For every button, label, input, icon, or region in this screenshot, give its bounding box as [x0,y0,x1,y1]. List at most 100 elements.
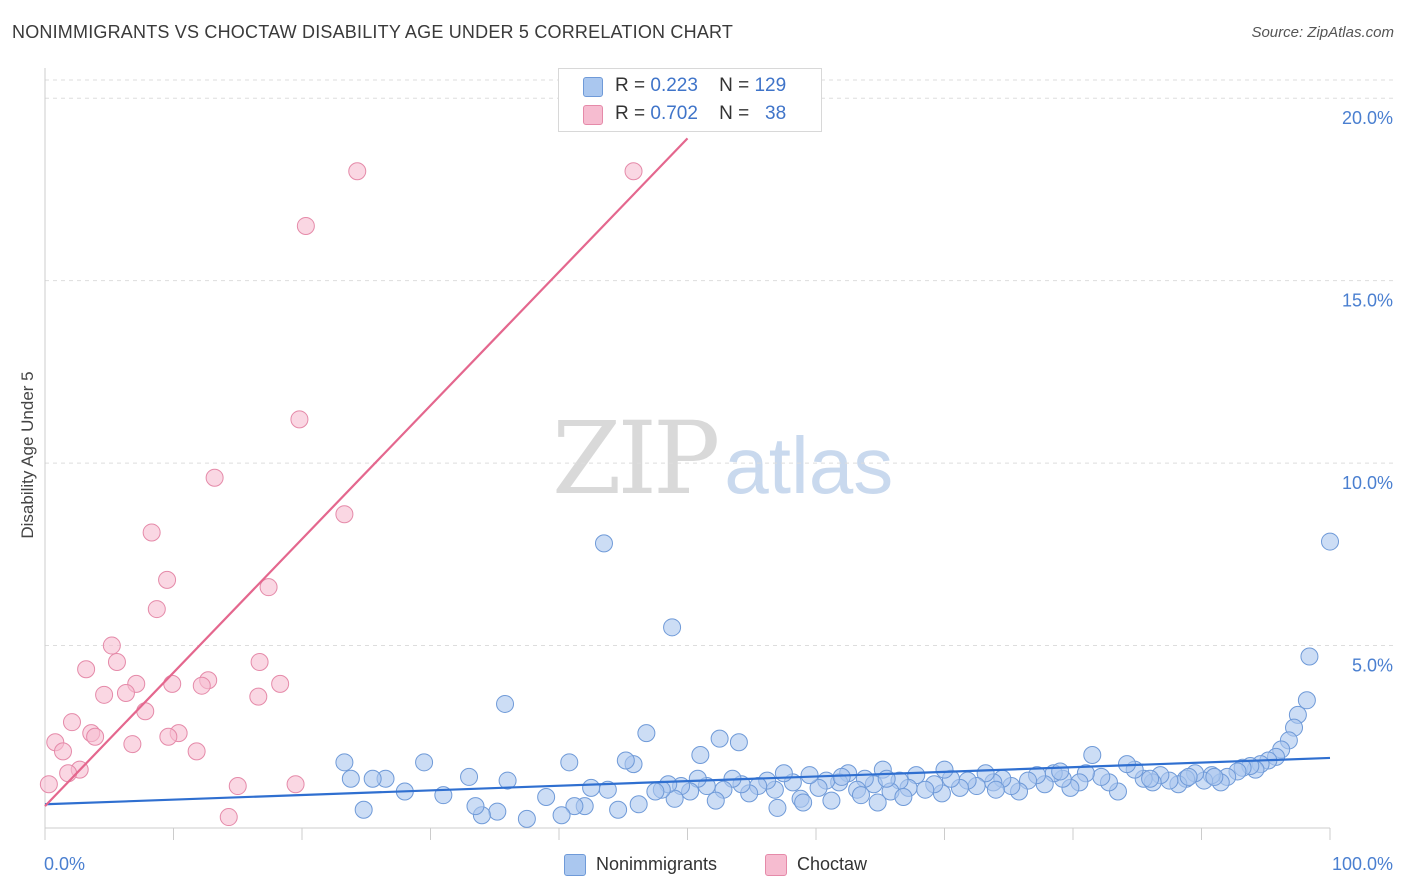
axes [44,68,1331,840]
legend-row-nonimmigrants: R = 0.223 N = 129 [559,73,819,99]
chart-source: Source: ZipAtlas.com [1251,24,1394,41]
point-choctaw [228,777,247,796]
point-nonimmigrants [565,797,584,816]
point-nonimmigrants [1141,769,1160,788]
point-nonimmigrants [710,729,729,748]
point-choctaw [77,660,96,679]
tick-labels: 5.0% 10.0% 15.0% 20.0% 0.0% 100.0% [44,108,1393,874]
point-nonimmigrants [629,795,648,814]
r-label: R = [615,75,646,96]
point-nonimmigrants [1092,767,1111,786]
point-choctaw [136,702,155,721]
point-nonimmigrants [794,793,813,812]
point-nonimmigrants [646,782,665,801]
legend-label-nonimmigrants: Nonimmigrants [596,854,718,874]
point-choctaw [53,742,72,761]
point-nonimmigrants [609,800,628,819]
point-nonimmigrants [560,753,579,772]
point-choctaw [142,523,161,542]
y-tick-label: 10.0% [1342,473,1393,493]
point-nonimmigrants [1297,691,1316,710]
point-nonimmigrants [894,787,913,806]
point-choctaw [158,570,177,589]
watermark-atlas: atlas [724,421,894,510]
r-label: R = [615,103,646,124]
n-label: N = [719,75,750,96]
point-choctaw [259,578,278,597]
point-choctaw [39,775,58,794]
point-nonimmigrants [832,767,851,786]
y-tick-label: 20.0% [1342,108,1393,128]
watermark-zip: ZIP [552,400,720,517]
r-value-choctaw: 0.702 [650,103,698,124]
point-choctaw [95,685,114,704]
legend-text-nonimmigrants: R = 0.223 N = 129 [615,73,786,99]
point-nonimmigrants [537,787,556,806]
chart-title: NONIMMIGRANTS VS CHOCTAW DISABILITY AGE … [12,22,734,42]
x-tick-label-max: 100.0% [1332,854,1393,874]
correlation-legend: R = 0.223 N = 129 R = 0.702 N = 38 [558,68,822,132]
point-nonimmigrants [851,786,870,805]
point-nonimmigrants [691,746,710,765]
point-nonimmigrants [415,753,434,772]
point-choctaw [86,727,105,746]
point-choctaw [249,687,268,706]
point-choctaw [286,775,305,794]
point-choctaw [348,162,367,181]
trend-line-choctaw [44,137,689,807]
gridlines [45,79,1395,647]
point-choctaw [147,600,166,619]
point-choctaw [192,676,211,695]
point-nonimmigrants [637,724,656,743]
point-choctaw [62,713,81,732]
point-nonimmigrants [582,778,601,797]
legend-swatch-nonimmigrants [564,854,586,876]
point-nonimmigrants [460,767,479,786]
x-tick-label-min: 0.0% [44,854,85,874]
point-nonimmigrants [363,769,382,788]
y-tick-label: 15.0% [1342,291,1393,311]
point-nonimmigrants [354,800,373,819]
n-value-nonimmigrants: 129 [754,75,787,96]
point-nonimmigrants [1179,767,1198,786]
legend-row-choctaw: R = 0.702 N = 38 [559,101,819,127]
point-nonimmigrants [822,791,841,810]
point-nonimmigrants [341,769,360,788]
n-label: N = [719,103,750,124]
point-choctaw [219,808,238,827]
r-value-nonimmigrants: 0.223 [650,75,698,96]
point-nonimmigrants [496,694,515,713]
point-nonimmigrants [729,733,748,752]
point-nonimmigrants [1051,762,1070,781]
point-choctaw [187,742,206,761]
data-points [39,162,1339,828]
point-nonimmigrants [616,751,635,770]
point-nonimmigrants [768,798,787,817]
point-choctaw [123,735,142,754]
point-nonimmigrants [552,806,571,825]
point-nonimmigrants [466,797,485,816]
point-nonimmigrants [488,802,507,821]
point-nonimmigrants [986,780,1005,799]
point-nonimmigrants [594,534,613,553]
point-nonimmigrants [498,771,517,790]
point-choctaw [107,652,126,671]
legend-swatch-nonimmigrants [583,77,603,97]
watermark: ZIP atlas [552,400,893,517]
point-nonimmigrants [809,778,828,797]
point-nonimmigrants [976,764,995,783]
point-choctaw [296,216,315,235]
point-choctaw [250,652,269,671]
point-nonimmigrants [800,766,819,785]
point-choctaw [271,674,290,693]
series-legend: Nonimmigrants Choctaw [0,852,1406,878]
point-choctaw [624,162,643,181]
point-choctaw [116,683,135,702]
point-nonimmigrants [1205,767,1224,786]
legend-text-choctaw: R = 0.702 N = 38 [615,101,786,127]
point-choctaw [205,468,224,487]
point-choctaw [102,636,121,655]
point-nonimmigrants [868,793,887,812]
point-choctaw [159,727,178,746]
